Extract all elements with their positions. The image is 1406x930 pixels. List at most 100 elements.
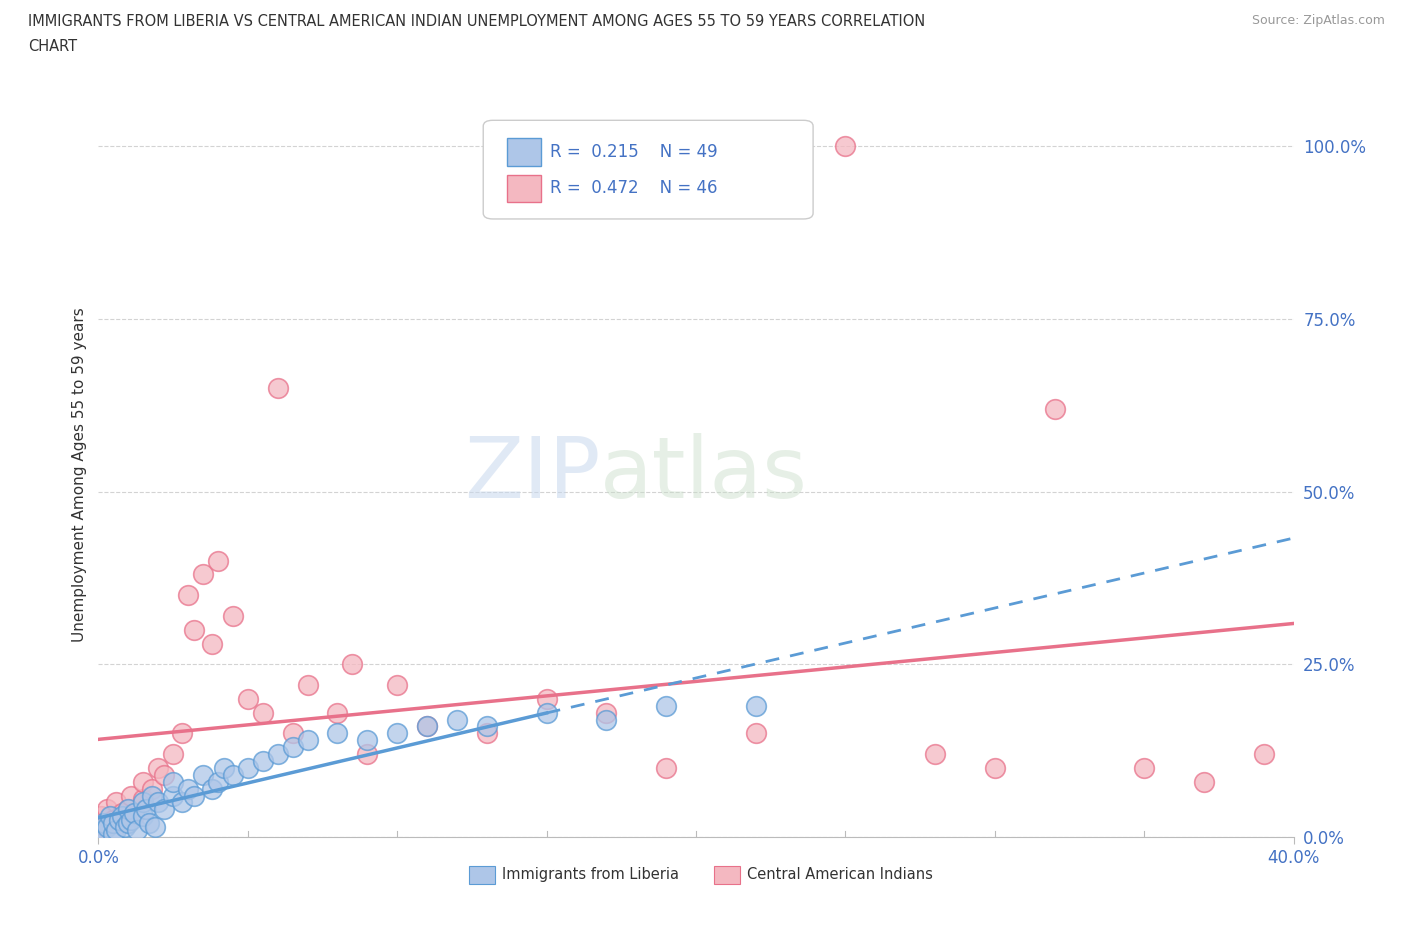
- Point: [655, 698, 678, 713]
- Point: [120, 788, 142, 803]
- Point: [191, 567, 214, 582]
- Point: [281, 739, 304, 754]
- Text: atlas: atlas: [600, 432, 808, 516]
- FancyBboxPatch shape: [508, 175, 541, 203]
- Point: [135, 802, 157, 817]
- Point: [127, 823, 149, 838]
- Point: [191, 767, 214, 782]
- Point: [114, 819, 136, 834]
- Text: CHART: CHART: [28, 39, 77, 54]
- Point: [446, 712, 468, 727]
- Point: [93, 819, 115, 834]
- Point: [162, 747, 184, 762]
- Point: [148, 761, 170, 776]
- Point: [1253, 747, 1275, 762]
- Point: [252, 753, 274, 768]
- Point: [297, 733, 319, 748]
- Point: [132, 795, 155, 810]
- Point: [267, 747, 290, 762]
- Text: R =  0.472    N = 46: R = 0.472 N = 46: [550, 179, 717, 197]
- Point: [96, 819, 118, 834]
- Point: [153, 767, 176, 782]
- Point: [153, 802, 176, 817]
- Point: [87, 826, 110, 841]
- Point: [108, 812, 131, 827]
- Text: Immigrants from Liberia: Immigrants from Liberia: [502, 867, 679, 883]
- Point: [385, 726, 409, 741]
- Point: [172, 795, 194, 810]
- Point: [132, 809, 155, 824]
- Point: [655, 761, 678, 776]
- Point: [222, 767, 245, 782]
- Point: [924, 747, 946, 762]
- Text: ZIP: ZIP: [464, 432, 600, 516]
- Point: [222, 608, 245, 623]
- Point: [138, 816, 160, 830]
- Point: [162, 775, 184, 790]
- Point: [103, 826, 125, 841]
- Point: [105, 823, 128, 838]
- Point: [120, 812, 142, 827]
- Point: [148, 795, 170, 810]
- Point: [141, 788, 163, 803]
- Point: [111, 809, 134, 824]
- Point: [183, 622, 205, 637]
- Point: [326, 705, 349, 720]
- Point: [1133, 761, 1156, 776]
- FancyBboxPatch shape: [714, 866, 740, 884]
- Point: [201, 636, 224, 651]
- Point: [96, 802, 118, 817]
- Point: [172, 726, 194, 741]
- FancyBboxPatch shape: [470, 866, 495, 884]
- Point: [745, 726, 768, 741]
- Point: [124, 809, 146, 824]
- Point: [984, 761, 1007, 776]
- Point: [87, 816, 110, 830]
- Point: [117, 816, 139, 830]
- Point: [98, 809, 122, 824]
- Point: [356, 747, 378, 762]
- Point: [595, 712, 617, 727]
- Point: [90, 823, 112, 838]
- Point: [117, 802, 139, 817]
- Point: [177, 781, 200, 796]
- Point: [117, 802, 139, 817]
- Point: [745, 698, 768, 713]
- Point: [212, 761, 235, 776]
- Point: [416, 719, 439, 734]
- Point: [141, 781, 163, 796]
- Point: [103, 816, 125, 830]
- Point: [236, 761, 259, 776]
- Point: [108, 816, 131, 830]
- Point: [267, 380, 290, 395]
- Point: [236, 691, 259, 706]
- Point: [90, 809, 112, 824]
- Point: [207, 553, 229, 568]
- Point: [416, 719, 439, 734]
- Point: [385, 678, 409, 693]
- Point: [93, 816, 115, 830]
- Point: [111, 805, 134, 820]
- Point: [124, 805, 146, 820]
- Point: [162, 788, 184, 803]
- Point: [595, 705, 617, 720]
- Point: [356, 733, 378, 748]
- FancyBboxPatch shape: [508, 139, 541, 166]
- Point: [475, 719, 498, 734]
- Point: [1192, 775, 1215, 790]
- Point: [342, 657, 364, 671]
- Point: [536, 705, 558, 720]
- Text: Central American Indians: Central American Indians: [748, 867, 934, 883]
- Point: [834, 139, 856, 153]
- Point: [326, 726, 349, 741]
- Text: R =  0.215    N = 49: R = 0.215 N = 49: [550, 143, 718, 161]
- Y-axis label: Unemployment Among Ages 55 to 59 years: Unemployment Among Ages 55 to 59 years: [72, 307, 87, 642]
- Point: [297, 678, 319, 693]
- Point: [536, 691, 558, 706]
- FancyBboxPatch shape: [484, 120, 813, 219]
- Point: [1043, 401, 1066, 416]
- Point: [103, 812, 125, 827]
- Point: [201, 781, 224, 796]
- Point: [475, 726, 498, 741]
- Point: [132, 775, 155, 790]
